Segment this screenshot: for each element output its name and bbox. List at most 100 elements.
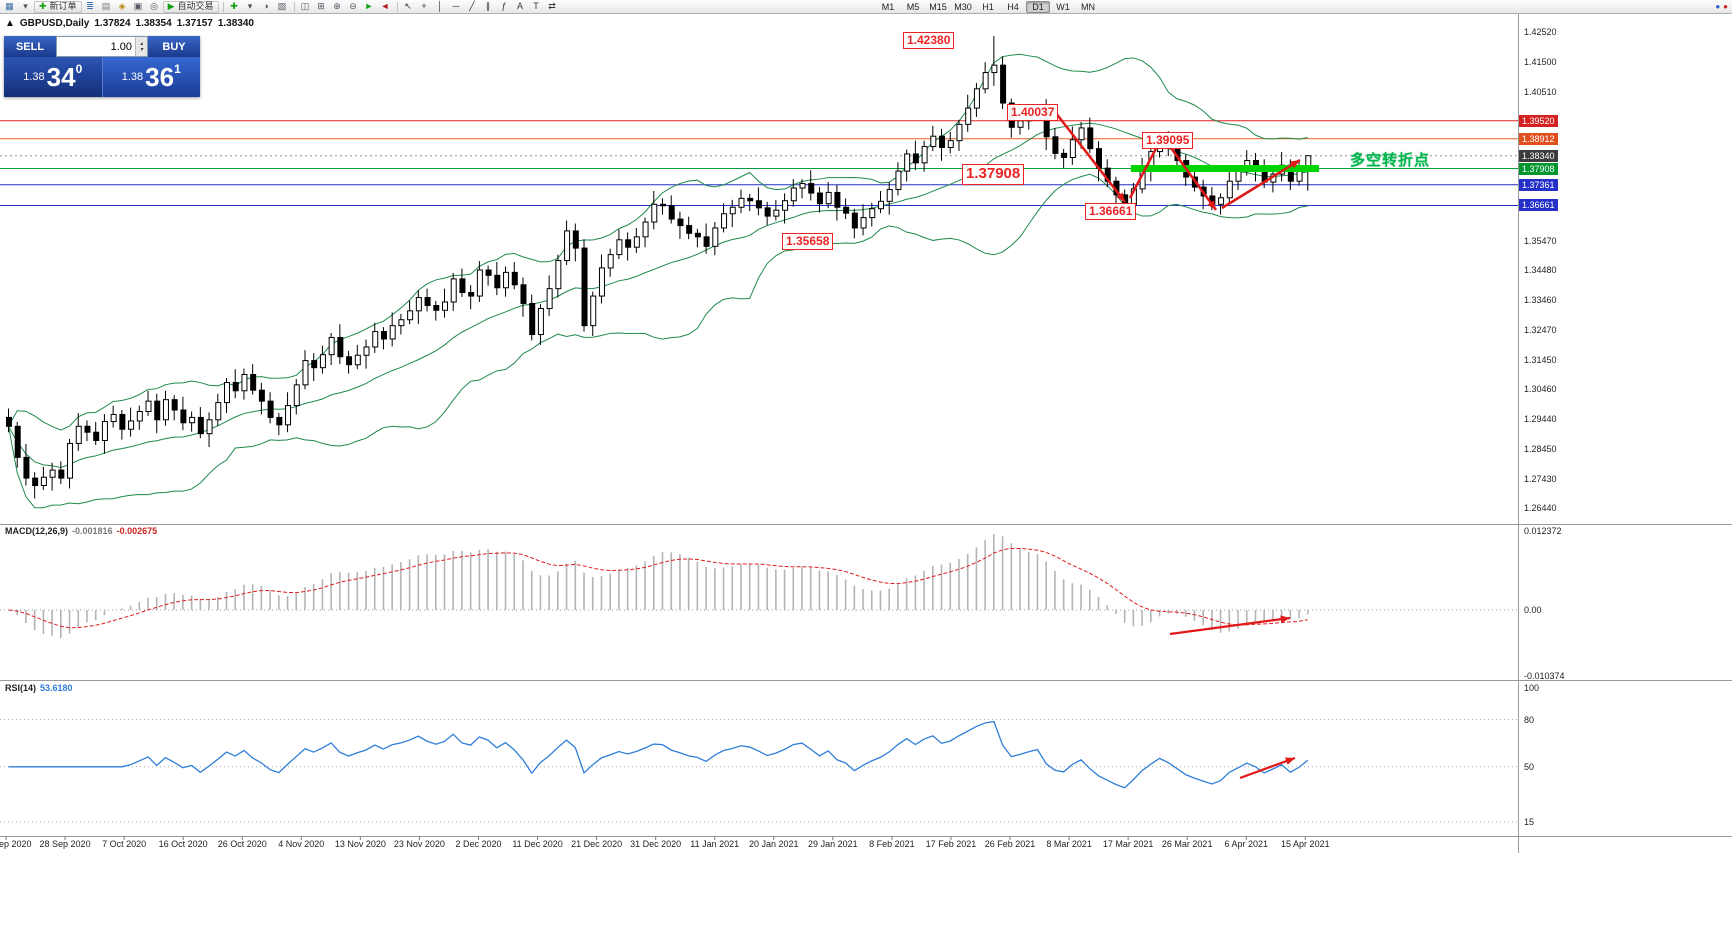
candle-bearish <box>232 381 239 392</box>
time-axis-label: 17 Feb 2021 <box>925 839 977 849</box>
timeframe-toolbar: M1 M5 M15 M30 H1 H4 D1 W1 MN <box>876 1 1101 13</box>
vertical-line-icon[interactable]: │ <box>433 1 448 13</box>
chart-profiles-dropdown-icon[interactable]: ▾ <box>18 1 33 13</box>
time-axis[interactable]: 18 Sep 2020 28 Sep 2020 7 Oct 2020 16 Oct 2… <box>0 836 1517 853</box>
candle-bullish <box>415 297 422 312</box>
horizontal-line-icon[interactable]: ─ <box>449 1 464 13</box>
templates-icon[interactable]: ▧ <box>275 1 290 13</box>
rsi-value: 53.6180 <box>40 683 73 693</box>
candle-bullish <box>782 200 789 211</box>
trendline-icon-glyph-icon: ╱ <box>469 1 475 11</box>
volume-input[interactable]: 1.00 ▴ ▾ <box>56 36 148 57</box>
candle-bullish <box>189 416 196 424</box>
add-indicator-icon[interactable]: ✚ <box>227 1 242 13</box>
timeframe-h4[interactable]: H4 <box>1007 2 1019 12</box>
candle-bearish <box>703 236 710 247</box>
timeframe-m5[interactable]: M5 <box>906 2 920 12</box>
candle-bullish <box>67 442 74 479</box>
candle-bearish <box>581 247 588 327</box>
trend-arrow-down-1[interactable] <box>1051 107 1126 203</box>
market-watch-icon-glyph-icon: ≣ <box>86 1 94 11</box>
price-callout[interactable]: 1.42380 <box>903 32 955 49</box>
sell-button[interactable]: SELL <box>4 36 56 57</box>
candle-bearish <box>668 205 675 220</box>
fibonacci-icon[interactable]: ƒ <box>497 1 512 13</box>
volume-down-icon[interactable]: ▾ <box>139 46 143 53</box>
terminal-icon-glyph-icon: ▣ <box>133 1 143 11</box>
rsi-trend-arrow[interactable] <box>1239 756 1296 780</box>
crosshair-icon[interactable]: + <box>417 1 432 13</box>
terminal-icon[interactable]: ▣ <box>131 1 146 13</box>
time-axis-label: 8 Feb 2021 <box>869 839 915 849</box>
candle-bullish <box>407 310 414 321</box>
volume-spinner[interactable]: ▴ ▾ <box>135 37 147 56</box>
price-callout[interactable]: 1.36661 <box>1085 203 1137 220</box>
turning-point-label[interactable]: 多空转折点 <box>1350 152 1431 169</box>
volume-up-icon[interactable]: ▴ <box>139 40 143 47</box>
timeframe-m15[interactable]: M15 <box>929 2 947 12</box>
support-zone-band[interactable] <box>1130 165 1319 173</box>
navigator-icon-glyph-icon: ◈ <box>118 1 126 11</box>
price-axis-label: 1.29440 <box>1524 414 1557 425</box>
sell-price[interactable]: 1.38 34 0 <box>4 57 103 97</box>
price-axis-label: 1.31450 <box>1524 354 1557 365</box>
arrows-tool-icon[interactable]: ⇄ <box>545 1 560 13</box>
time-axis-label: 26 Mar 2021 <box>1161 839 1213 849</box>
timeframe-d1[interactable]: D1 <box>1026 1 1050 13</box>
candle-bullish <box>886 188 893 202</box>
time-axis-label: 11 Dec 2020 <box>512 839 563 849</box>
strategy-tester-icon[interactable]: ◎ <box>147 1 162 13</box>
timeframe-h1[interactable]: H1 <box>982 2 994 12</box>
timeframe-m1[interactable]: M1 <box>881 2 895 12</box>
candle-bullish <box>450 278 457 303</box>
candle-bullish <box>389 325 396 340</box>
data-window-icon[interactable]: ▤ <box>99 1 114 13</box>
price-callout[interactable]: 1.37908 <box>962 164 1025 185</box>
label-icon[interactable]: T <box>529 1 544 13</box>
new-order-button[interactable]: ✚ 新订单 <box>34 0 82 13</box>
chart-shift-icon[interactable]: ◄ <box>378 1 393 13</box>
indicator-dropdown-icon[interactable]: ▾ <box>243 1 258 13</box>
price-chart-canvas[interactable] <box>0 14 1732 853</box>
timeframe-mn[interactable]: MN <box>1081 2 1095 12</box>
chart-ohlc-header: ▲ GBPUSD,Daily 1.37824 1.38354 1.37157 1.3834… <box>5 18 259 29</box>
timeframe-m30[interactable]: M30 <box>954 2 972 12</box>
candle-bearish <box>93 431 100 442</box>
time-axis-label: 23 Nov 2020 <box>393 839 445 849</box>
cursor-icon[interactable]: ↖ <box>401 1 416 13</box>
text-annotation-icon[interactable]: A <box>513 1 528 13</box>
alert-icon[interactable]: ● <box>1723 2 1728 11</box>
trend-arrow-down-2[interactable] <box>1164 140 1218 211</box>
price-callout[interactable]: 1.40037 <box>1007 104 1059 121</box>
cascade-windows-icon[interactable]: ◫ <box>298 1 313 13</box>
buy-button[interactable]: BUY <box>148 36 200 57</box>
tile-windows-icon[interactable]: ⊞ <box>314 1 329 13</box>
candle-bearish <box>346 356 353 366</box>
market-watch-icon[interactable]: ≣ <box>83 1 98 13</box>
candle-bullish <box>1069 139 1076 159</box>
period-icon[interactable]: ◑ <box>259 1 274 13</box>
price-callout[interactable]: 1.39095 <box>1142 132 1194 149</box>
auto-scroll-icon[interactable]: ► <box>362 1 377 13</box>
zoom-out-icon[interactable]: ⊖ <box>346 1 361 13</box>
trendline-icon[interactable]: ╱ <box>465 1 480 13</box>
ohlc-open: 1.37824 <box>94 18 131 29</box>
macd-trend-arrow[interactable] <box>1169 616 1291 636</box>
candle-bullish <box>398 319 405 327</box>
new-chart-icon[interactable]: ▦ <box>2 1 17 13</box>
buy-price[interactable]: 1.38 36 1 <box>102 57 200 97</box>
candle-bearish <box>660 203 666 207</box>
price-callout[interactable]: 1.35658 <box>782 233 834 250</box>
buy-price-big: 36 <box>145 62 175 92</box>
trend-arrow-up-final[interactable] <box>1221 158 1301 210</box>
candle-bullish <box>729 206 736 215</box>
timeframe-w1[interactable]: W1 <box>1056 2 1070 12</box>
autotrading-button[interactable]: ▶ 自动交易 <box>162 0 219 13</box>
candle-bullish <box>1078 127 1085 141</box>
zoom-in-icon[interactable]: ⊕ <box>330 1 345 13</box>
time-axis-label: 13 Nov 2020 <box>334 839 386 849</box>
channel-icon[interactable]: ∥ <box>481 1 496 13</box>
data-window-icon-glyph-icon: ▤ <box>101 1 111 11</box>
navigator-icon[interactable]: ◈ <box>115 1 130 13</box>
chart-window-icon[interactable]: ● <box>1715 2 1721 11</box>
